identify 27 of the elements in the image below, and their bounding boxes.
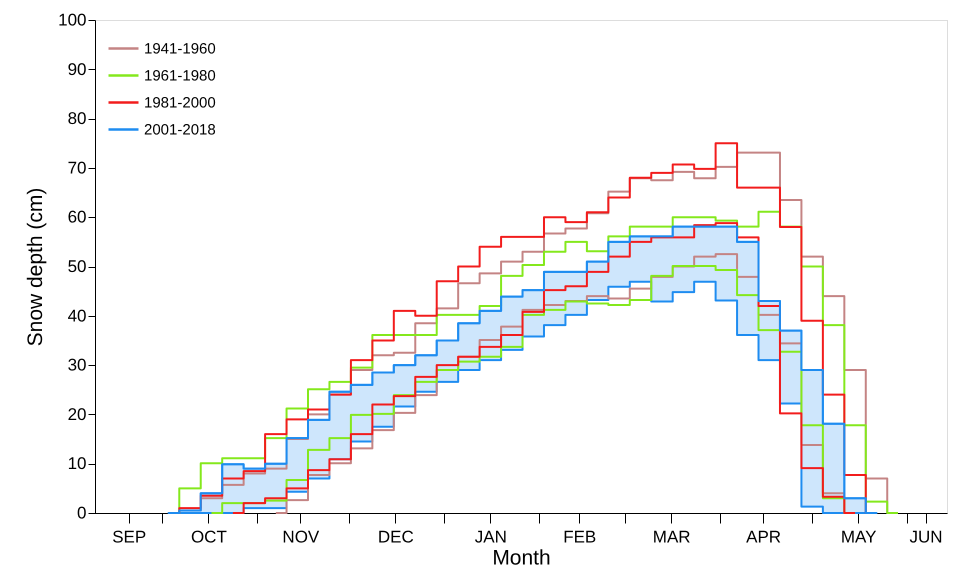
x-axis-title: Month — [492, 546, 551, 570]
x-tick-label: OCT — [190, 528, 227, 546]
x-tick-label: JUN — [910, 528, 943, 546]
x-tick-label: APR — [746, 528, 782, 546]
y-tick-label: 60 — [68, 208, 86, 227]
y-tick-label: 100 — [58, 10, 86, 30]
x-tick-label: DEC — [378, 528, 414, 546]
legend-label: 1941-1960 — [144, 40, 216, 58]
x-tick-label: FEB — [563, 528, 596, 546]
y-tick-label: 40 — [68, 306, 86, 326]
y-tick-label: 50 — [68, 257, 86, 276]
x-tick-label: MAR — [652, 528, 691, 546]
legend-label: 2001-2018 — [144, 122, 216, 138]
legend-label: 1961-1980 — [144, 68, 216, 84]
y-tick-label: 30 — [68, 356, 86, 375]
y-tick-label: 70 — [68, 158, 86, 178]
x-tick-label: JAN — [474, 528, 507, 546]
y-tick-label: 80 — [68, 109, 86, 128]
y-tick-label: 0 — [77, 504, 86, 522]
legend-label: 1981-2000 — [144, 94, 216, 112]
x-tick-label: NOV — [282, 528, 320, 546]
y-axis-title: Snow depth (cm) — [24, 188, 48, 346]
y-tick-label: 90 — [68, 60, 86, 79]
y-tick-label: 10 — [68, 454, 86, 474]
y-tick-label: 20 — [68, 404, 86, 424]
x-tick-label: MAY — [840, 528, 876, 546]
x-tick-label: SEP — [112, 528, 146, 546]
